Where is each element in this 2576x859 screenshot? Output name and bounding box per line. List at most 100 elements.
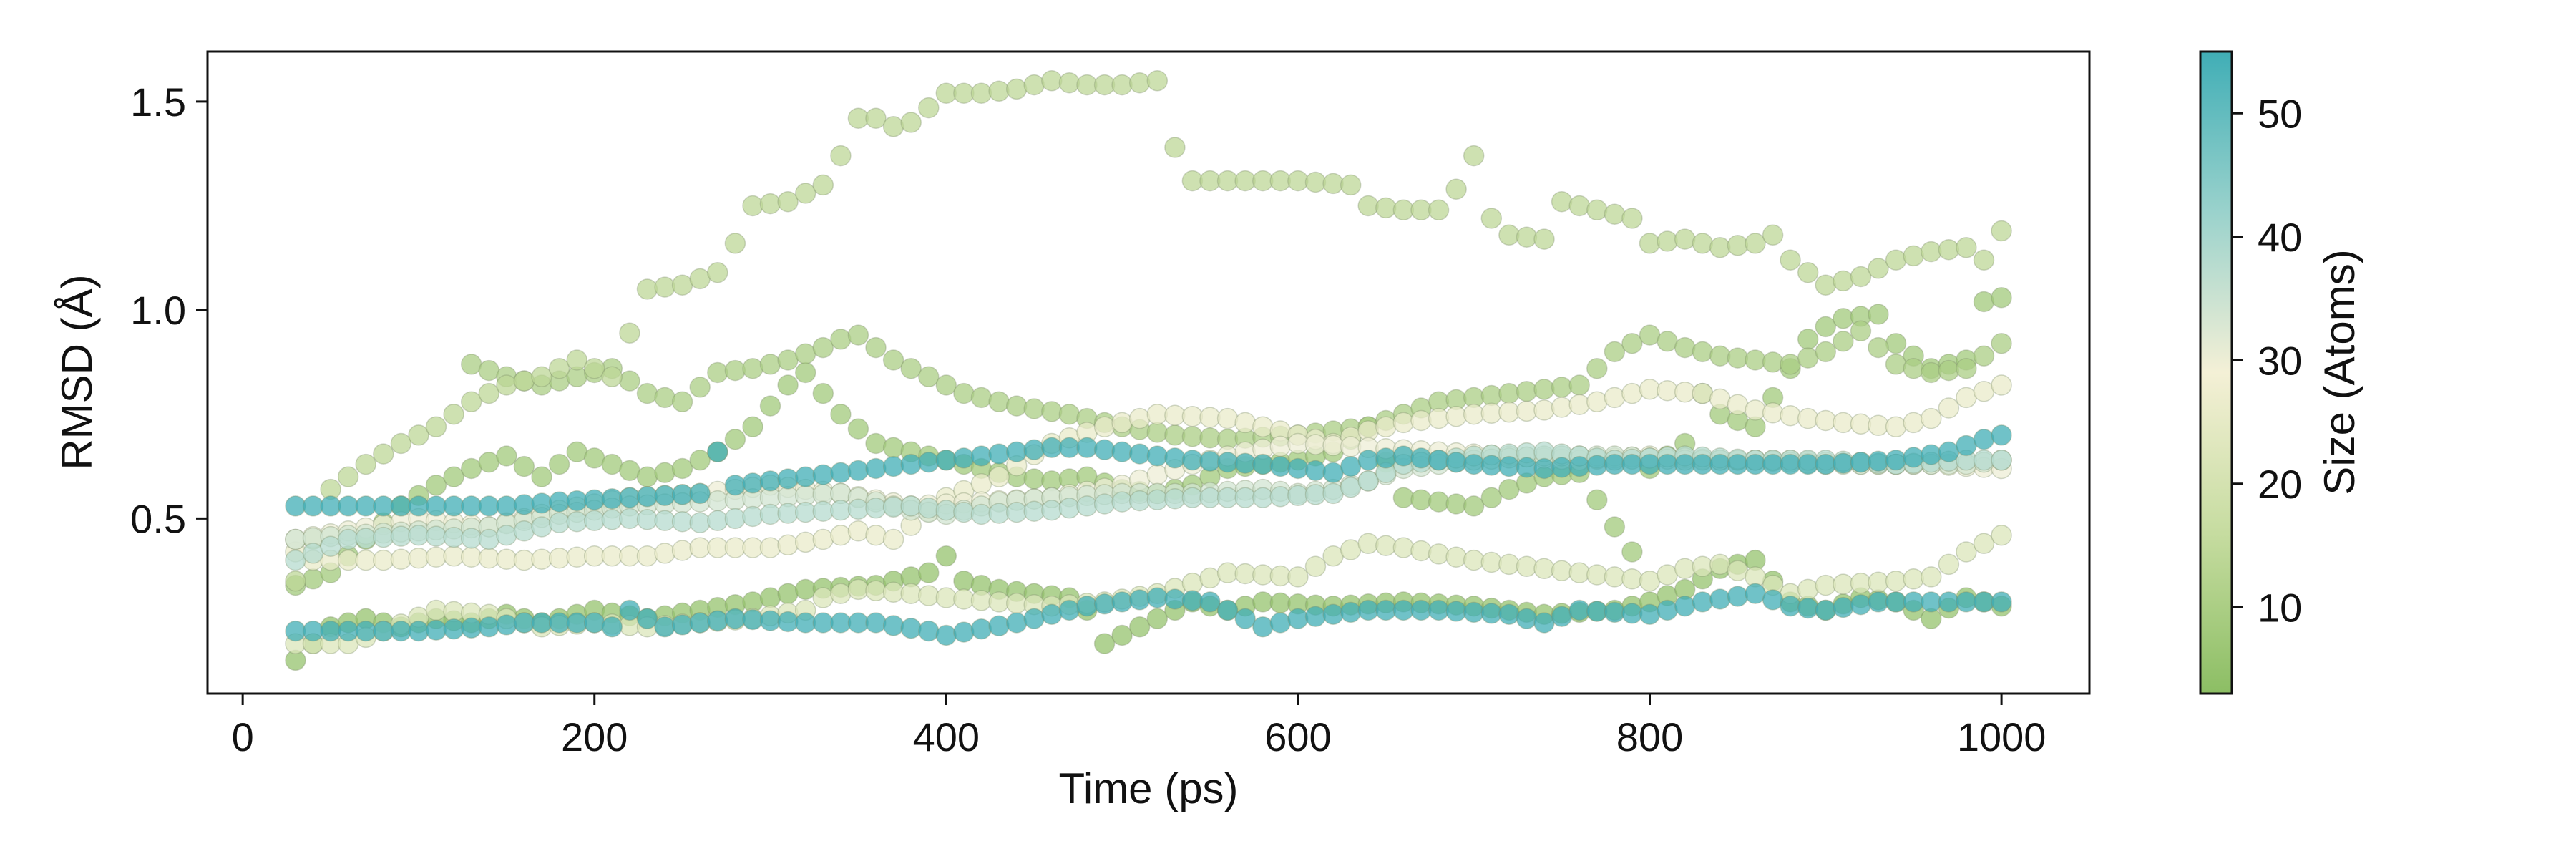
data-point: [1533, 558, 1555, 580]
data-point: [1921, 566, 1942, 588]
data-point: [531, 492, 552, 514]
data-point: [970, 473, 992, 495]
data-point: [707, 361, 728, 384]
data-point: [970, 503, 992, 525]
x-tick-label: 600: [1264, 714, 1331, 759]
data-point: [742, 416, 763, 437]
series-14: [285, 70, 2012, 592]
data-point: [830, 462, 852, 484]
data-point: [566, 490, 587, 512]
data-point: [1410, 599, 1432, 621]
data-point: [794, 361, 816, 384]
data-point: [583, 510, 605, 532]
data-point: [531, 466, 552, 487]
data-point: [1516, 457, 1538, 478]
data-point: [390, 432, 412, 455]
data-point: [601, 509, 623, 530]
data-point: [1164, 137, 1186, 158]
data-point: [1480, 402, 1503, 424]
data-point: [918, 498, 940, 519]
data-point: [601, 487, 623, 510]
data-point: [1709, 388, 1731, 410]
data-point: [548, 357, 570, 379]
data-point: [1076, 437, 1098, 459]
data-point: [865, 457, 887, 480]
data-point: [1815, 453, 1837, 475]
data-point: [1727, 453, 1749, 475]
data-point: [548, 491, 570, 513]
scatter-points: [285, 70, 2012, 671]
data-point: [1973, 450, 1995, 471]
data-point: [531, 548, 552, 570]
data-point: [724, 428, 746, 450]
data-point: [671, 614, 693, 636]
data-point: [865, 612, 887, 634]
data-point: [1234, 487, 1256, 508]
data-point: [935, 499, 957, 521]
data-point: [302, 620, 324, 642]
data-point: [1692, 341, 1714, 363]
data-point: [1480, 455, 1503, 476]
data-point: [759, 537, 781, 558]
data-point: [1181, 405, 1204, 427]
data-point: [1885, 332, 1907, 354]
data-point: [830, 403, 852, 425]
data-point: [1304, 555, 1327, 578]
data-point: [1868, 571, 1889, 593]
data-point: [1058, 72, 1080, 94]
data-point: [1797, 347, 1819, 369]
data-point: [671, 457, 693, 480]
data-point: [1657, 331, 1678, 352]
data-point: [1745, 349, 1766, 371]
data-point: [1885, 416, 1907, 437]
data-point: [1304, 484, 1327, 505]
data-point: [1516, 400, 1538, 422]
data-point: [1023, 608, 1045, 629]
data-point: [812, 587, 834, 608]
data-point: [460, 391, 482, 413]
data-point: [1428, 450, 1450, 471]
data-point: [918, 562, 940, 583]
data-point: [583, 357, 605, 379]
data-point: [1181, 590, 1204, 611]
x-axis-title: Time (ps): [1058, 765, 1238, 812]
data-point: [373, 495, 394, 517]
data-point: [1833, 452, 1854, 474]
colorbar-tick-label: 10: [2258, 585, 2302, 630]
data-point: [478, 495, 500, 517]
data-point: [1780, 453, 1801, 475]
colorbar-tick-label: 40: [2258, 215, 2302, 260]
data-point: [1815, 274, 1837, 296]
data-point: [1921, 591, 1942, 613]
data-point: [1762, 351, 1784, 373]
data-point: [1340, 601, 1362, 623]
data-point: [496, 614, 517, 636]
data-point: [1041, 603, 1063, 626]
data-point: [1973, 591, 1995, 613]
data-point: [636, 545, 658, 567]
data-point: [794, 466, 816, 487]
data-point: [1164, 447, 1186, 469]
data-point: [601, 453, 623, 475]
data-point: [1111, 591, 1133, 613]
data-point: [1428, 199, 1450, 221]
data-point: [1973, 428, 1995, 450]
data-point: [443, 466, 464, 487]
data-point: [1991, 332, 2012, 354]
data-point: [1093, 593, 1116, 615]
data-point: [1797, 597, 1819, 619]
data-point: [1745, 233, 1766, 254]
data-point: [953, 82, 975, 104]
data-point: [1868, 450, 1889, 472]
data-point: [882, 349, 904, 371]
data-point: [478, 359, 500, 382]
data-point: [1991, 591, 2012, 613]
data-point: [1234, 412, 1256, 434]
data-point: [619, 487, 640, 508]
data-point: [1058, 403, 1080, 425]
data-point: [408, 620, 429, 642]
data-point: [1498, 224, 1520, 246]
data-point: [865, 107, 887, 129]
data-point: [1216, 487, 1239, 508]
data-point: [1463, 549, 1485, 571]
